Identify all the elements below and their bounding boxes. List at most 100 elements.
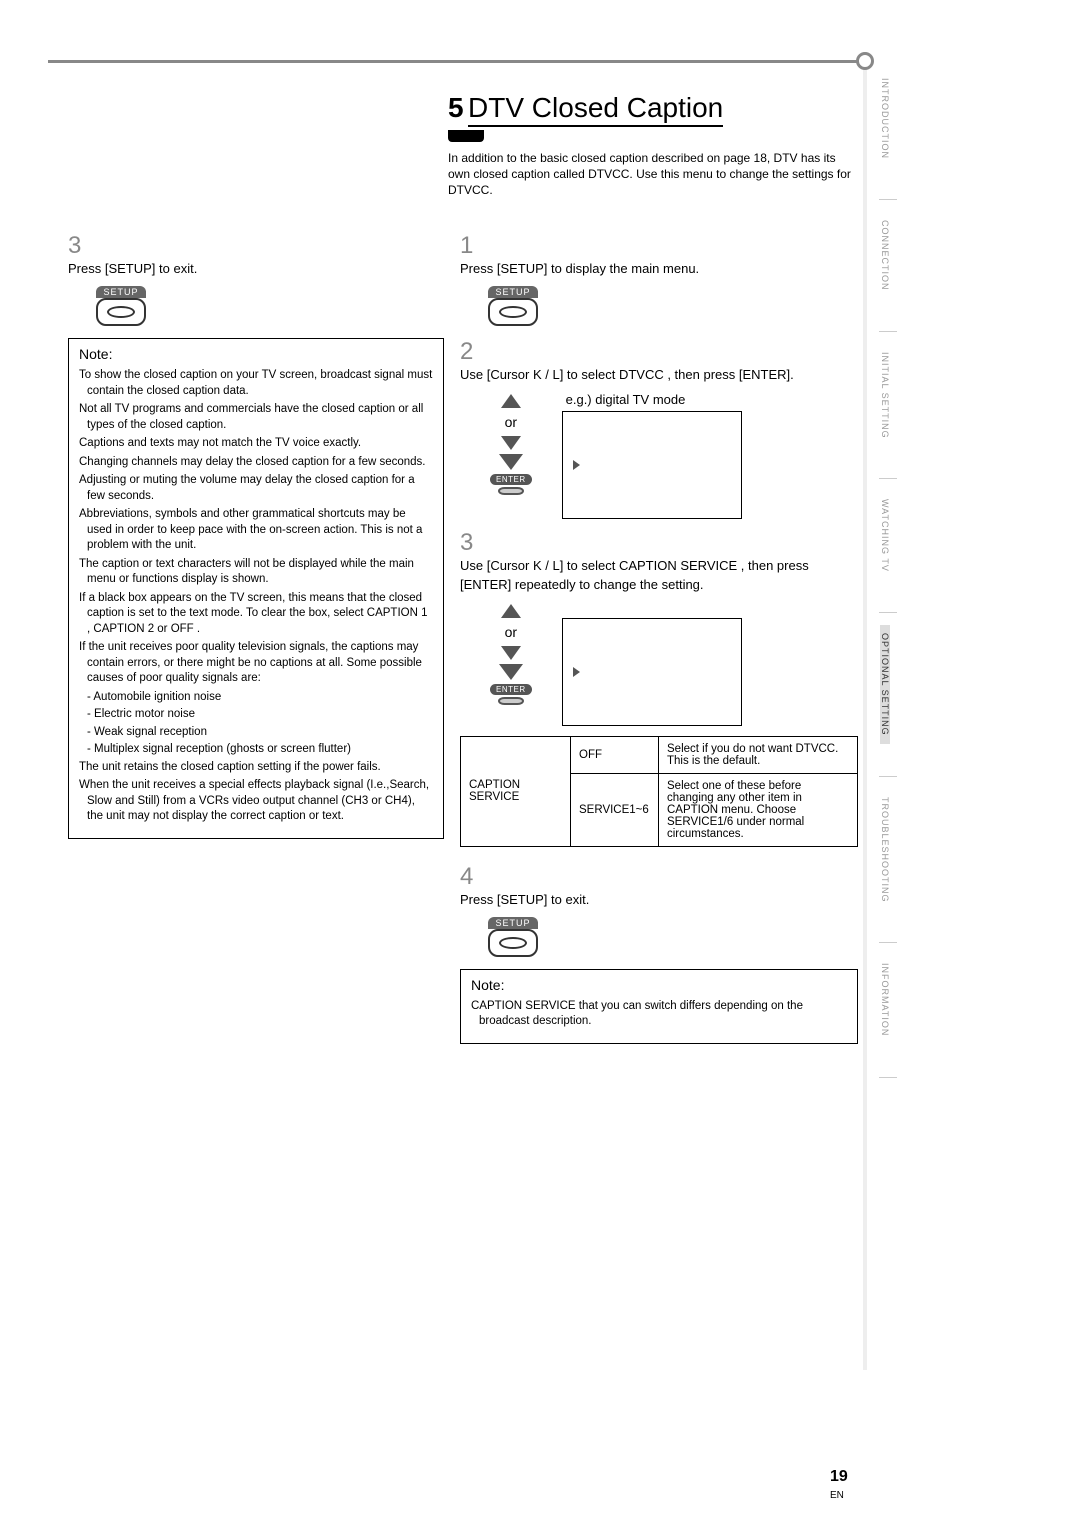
step-text: Press [SETUP] to exit.	[460, 891, 830, 909]
note-sub: - Automobile ignition noise	[79, 690, 433, 706]
section-number: 5	[448, 92, 464, 123]
side-tab-divider	[879, 776, 897, 777]
side-tab-divider	[879, 612, 897, 613]
page-lang: EN	[830, 1490, 844, 1501]
setup-oval	[488, 298, 538, 326]
side-tab-divider	[879, 942, 897, 943]
side-tab-divider	[879, 1077, 897, 1078]
table-desc: Select if you do not want DTVCC. This is…	[659, 736, 858, 773]
cursor-right-icon	[573, 667, 580, 677]
right-vline	[863, 70, 867, 1370]
setup-label: SETUP	[488, 917, 538, 929]
left-column: 3 Press [SETUP] to exit. SETUP Note: To …	[68, 232, 444, 839]
note-line: To show the closed caption on your TV sc…	[79, 368, 433, 399]
note-title: Note:	[471, 976, 847, 995]
left-note-box: Note: To show the closed caption on your…	[68, 338, 444, 839]
enter-label: ENTER	[490, 474, 532, 485]
side-tab-divider	[879, 478, 897, 479]
menu-screenshot	[562, 411, 742, 519]
note-line: CAPTION SERVICE that you can switch diff…	[471, 999, 847, 1030]
cursor-right-icon	[573, 460, 580, 470]
note-line: When the unit receives a special effects…	[79, 778, 433, 825]
step-text: Use [Cursor K / L] to select CAPTION SER…	[460, 557, 830, 593]
note-line: Abbreviations, symbols and other grammat…	[79, 507, 433, 554]
eg-block	[562, 602, 742, 726]
note-sub: - Weak signal reception	[79, 725, 433, 741]
setup-button-graphic: SETUP	[488, 286, 538, 326]
step-number: 3	[460, 529, 484, 557]
table-option: OFF	[571, 736, 659, 773]
side-tab: OPTIONAL SETTING	[880, 625, 890, 744]
right-step1: 1 Press [SETUP] to display the main menu…	[460, 232, 858, 278]
eg-block: e.g.) digital TV mode	[562, 392, 742, 519]
arrow-stack: or ENTER	[490, 392, 532, 495]
cursor-down-icon	[501, 436, 521, 450]
note-title: Note:	[79, 345, 433, 364]
right-step4: 4 Press [SETUP] to exit.	[460, 863, 858, 909]
setup-label: SETUP	[96, 286, 146, 298]
or-text: or	[505, 414, 517, 430]
cursor-or-block-1: or ENTER e.g.) digital TV mode	[490, 392, 858, 519]
side-tab-divider	[879, 199, 897, 200]
cursor-down-big-icon	[499, 454, 523, 470]
side-tab-divider	[879, 331, 897, 332]
side-tab: WATCHING TV	[880, 491, 890, 580]
table-option: SERVICE1~6	[571, 773, 659, 846]
header-rule	[48, 60, 864, 63]
side-tab: INTRODUCTION	[880, 70, 890, 167]
enter-icon	[498, 487, 524, 495]
step-text: Press [SETUP] to exit.	[68, 260, 416, 278]
note-line: If the unit receives poor quality televi…	[79, 640, 433, 687]
side-tab: TROUBLESHOOTING	[880, 789, 890, 911]
right-column: 1 Press [SETUP] to display the main menu…	[460, 232, 858, 1044]
page-number: 19	[830, 1468, 848, 1486]
right-step3: 3 Use [Cursor K / L] to select CAPTION S…	[460, 529, 858, 593]
side-tab: INITIAL SETTING	[880, 344, 890, 447]
table-label: CAPTION SERVICE	[461, 736, 571, 846]
left-step3: 3 Press [SETUP] to exit.	[68, 232, 444, 278]
enter-icon	[498, 697, 524, 705]
side-tab: CONNECTION	[880, 212, 890, 299]
side-tab: INFORMATION	[880, 955, 890, 1044]
cursor-down-icon	[501, 646, 521, 660]
eg-label: e.g.) digital TV mode	[566, 392, 742, 407]
setup-oval	[96, 298, 146, 326]
enter-label: ENTER	[490, 684, 532, 695]
step-number: 2	[460, 338, 484, 366]
cursor-up-icon	[501, 394, 521, 408]
cursor-or-block-2: or ENTER	[490, 602, 858, 726]
note-line: If a black box appears on the TV screen,…	[79, 591, 433, 638]
note-sub: - Electric motor noise	[79, 707, 433, 723]
right-step2: 2 Use [Cursor K / L] to select DTVCC , t…	[460, 338, 858, 384]
side-tabs: INTRODUCTION CONNECTION INITIAL SETTING WAT…	[880, 70, 896, 1090]
setup-button-graphic: SETUP	[96, 286, 146, 326]
menu-screenshot	[562, 618, 742, 726]
note-line: Not all TV programs and commercials have…	[79, 402, 433, 433]
section-heading: DTV Closed Caption	[468, 92, 723, 127]
or-text: or	[505, 624, 517, 640]
note-line: The caption or text characters will not …	[79, 557, 433, 588]
table-desc: Select one of these before changing any …	[659, 773, 858, 846]
note-line: Changing channels may delay the closed c…	[79, 455, 433, 471]
intro-text: In addition to the basic closed caption …	[448, 150, 856, 199]
step-number: 1	[460, 232, 484, 260]
step-text: Use [Cursor K / L] to select DTVCC , the…	[460, 366, 830, 384]
step-text: Press [SETUP] to display the main menu.	[460, 260, 830, 278]
note-line: The unit retains the closed caption sett…	[79, 760, 433, 776]
title-tab	[448, 130, 484, 142]
cursor-up-icon	[501, 604, 521, 618]
step-number: 3	[68, 232, 92, 260]
cursor-down-big-icon	[499, 664, 523, 680]
caption-service-table: CAPTION SERVICE OFF Select if you do not…	[460, 736, 858, 847]
note-sub: - Multiplex signal reception (ghosts or …	[79, 742, 433, 758]
step-number: 4	[460, 863, 484, 891]
arrow-stack: or ENTER	[490, 602, 532, 705]
setup-label: SETUP	[488, 286, 538, 298]
setup-oval	[488, 929, 538, 957]
note-line: Adjusting or muting the volume may delay…	[79, 473, 433, 504]
header-circle	[856, 52, 874, 70]
note-line: Captions and texts may not match the TV …	[79, 436, 433, 452]
section-title: 5 DTV Closed Caption	[448, 92, 723, 124]
setup-button-graphic: SETUP	[488, 917, 538, 957]
right-note-box: Note: CAPTION SERVICE that you can switc…	[460, 969, 858, 1044]
